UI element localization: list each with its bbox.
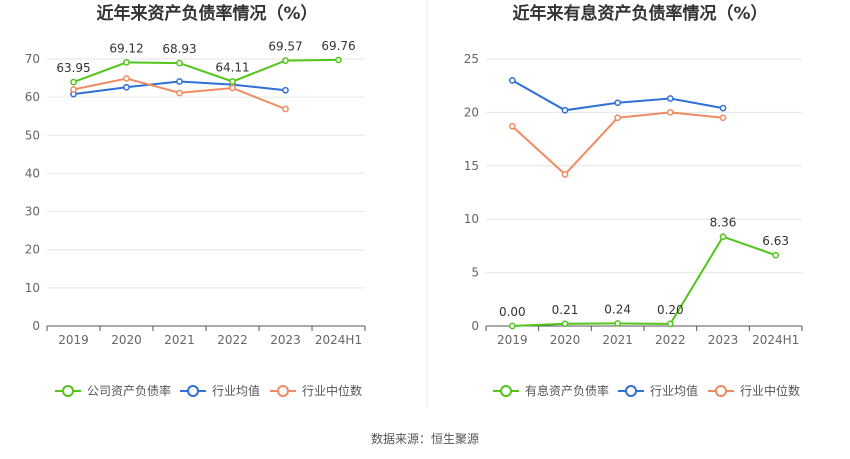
data-point — [70, 86, 77, 93]
data-point — [561, 320, 569, 328]
x-tick-label: 2019 — [497, 333, 528, 347]
x-tick-label: 2024H1 — [315, 333, 362, 347]
y-tick-label: 15 — [464, 159, 479, 173]
data-point — [666, 95, 674, 102]
data-point — [561, 170, 569, 178]
data-label: 68.93 — [162, 42, 196, 56]
series-line-2 — [511, 111, 724, 176]
x-tick-label: 2021 — [602, 333, 633, 347]
source-note: 数据来源：恒生聚源 — [371, 431, 479, 446]
legend-label: 行业均值 — [212, 383, 260, 398]
data-point — [508, 122, 516, 130]
data-label: 6.63 — [762, 234, 789, 248]
legend-swatch-marker — [625, 385, 637, 397]
legend-label: 行业均值 — [650, 383, 698, 398]
legend-label: 行业中位数 — [740, 383, 800, 398]
data-point — [719, 104, 727, 112]
data-point — [719, 114, 727, 122]
data-label: 0.21 — [552, 303, 579, 317]
legend-swatch-marker — [715, 385, 727, 397]
chart-title-1: 近年来有息资产负债率情况（%） — [512, 3, 767, 24]
series-line-0 — [512, 235, 777, 327]
data-point — [335, 56, 342, 64]
legend-label: 有息资产负债率 — [525, 383, 609, 398]
data-point — [70, 78, 77, 86]
series-line-0 — [73, 58, 339, 84]
y-tick-label: 5 — [471, 266, 479, 280]
legend-swatch-marker — [62, 385, 74, 397]
legend-label: 公司资产负债率 — [87, 383, 171, 398]
data-point — [176, 59, 183, 67]
x-tick-label: 2020 — [550, 333, 581, 347]
y-tick-label: 25 — [464, 52, 479, 66]
data-label: 64.11 — [215, 60, 249, 74]
x-tick-label: 2021 — [164, 333, 195, 347]
data-label: 63.95 — [56, 61, 90, 75]
x-tick-label: 2024H1 — [752, 333, 799, 347]
data-point — [123, 59, 130, 66]
data-point — [282, 86, 289, 94]
x-tick-label: 2022 — [655, 333, 686, 347]
y-tick-label: 0 — [471, 319, 479, 333]
x-tick-label: 2023 — [708, 333, 739, 347]
x-tick-label: 2020 — [111, 333, 142, 347]
data-label: 69.57 — [268, 40, 302, 54]
y-tick-label: 10 — [464, 212, 479, 226]
x-tick-label: 2019 — [58, 333, 89, 347]
data-point — [666, 109, 674, 116]
data-point — [282, 105, 289, 113]
data-label: 8.36 — [710, 216, 737, 230]
data-point — [123, 75, 130, 82]
data-point — [614, 114, 622, 122]
legend-swatch-marker — [500, 385, 512, 397]
data-label: 0.00 — [499, 305, 526, 319]
legend-label: 行业中位数 — [302, 383, 362, 398]
data-point — [508, 322, 516, 330]
data-label: 0.24 — [604, 302, 631, 316]
data-point — [614, 99, 622, 107]
y-tick-label: 10 — [25, 281, 40, 295]
data-label: 69.12 — [109, 41, 143, 55]
y-tick-label: 50 — [25, 128, 40, 142]
data-label: 69.76 — [321, 39, 355, 53]
data-point — [772, 251, 780, 259]
data-point — [719, 233, 727, 241]
y-tick-label: 30 — [25, 205, 40, 219]
data-point — [123, 83, 130, 91]
x-tick-label: 2023 — [270, 333, 301, 347]
y-tick-label: 40 — [25, 166, 40, 180]
data-point — [614, 320, 622, 327]
y-tick-label: 60 — [25, 90, 40, 104]
x-tick-label: 2022 — [217, 333, 248, 347]
y-tick-label: 20 — [464, 105, 479, 119]
y-tick-label: 70 — [25, 52, 40, 66]
legend-swatch-marker — [187, 385, 199, 397]
data-point — [561, 106, 569, 114]
data-point — [176, 78, 183, 85]
y-tick-label: 20 — [25, 243, 40, 257]
chart-title-0: 近年来资产负债率情况（%） — [96, 3, 317, 24]
data-label: 0.20 — [657, 303, 684, 317]
legend-swatch-marker — [277, 385, 289, 397]
data-point — [282, 57, 289, 64]
y-tick-label: 0 — [32, 319, 40, 333]
data-point — [229, 84, 236, 92]
data-point — [176, 89, 183, 97]
data-point — [229, 78, 236, 85]
data-point — [666, 320, 674, 328]
data-point — [508, 77, 516, 84]
